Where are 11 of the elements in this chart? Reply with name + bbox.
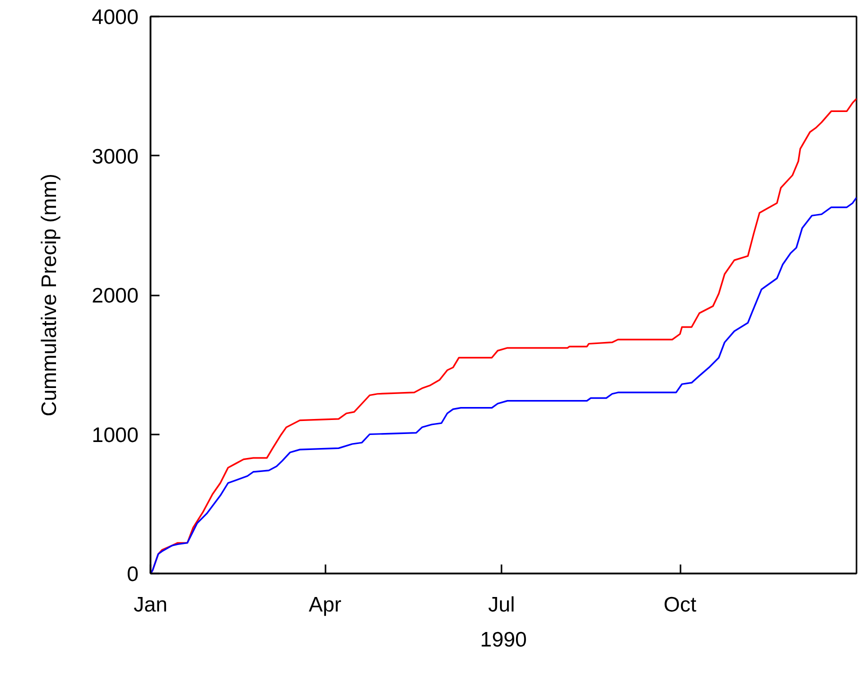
- x-tick-label: Jan: [134, 594, 168, 616]
- y-tick-label: 4000: [92, 6, 138, 29]
- y-axis-title: Cummulative Precip (mm): [38, 174, 61, 416]
- y-tick-label: 1000: [92, 424, 138, 447]
- y-tick-label: 2000: [92, 284, 138, 308]
- x-tick-label: Oct: [664, 594, 696, 616]
- y-tick-label: 0: [126, 563, 139, 586]
- x-tick-label: Jul: [488, 594, 515, 616]
- x-axis-title: 1990: [480, 628, 527, 652]
- y-tick-label: 3000: [92, 145, 138, 168]
- x-tick-label: Apr: [308, 594, 342, 616]
